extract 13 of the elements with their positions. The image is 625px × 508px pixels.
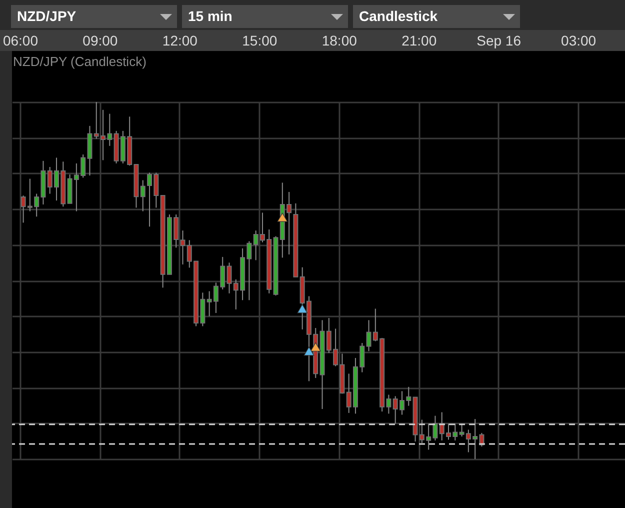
dropdown: 15 min	[182, 5, 348, 28]
dropdown: Candlestick	[353, 5, 520, 28]
x-tick-label: 03:00	[561, 32, 596, 48]
x-tick-label: Sep 16	[476, 32, 522, 48]
candlestick	[140, 180, 146, 212]
x-tick-label: 06:00	[2, 32, 38, 48]
x-tick-label: 21:00	[402, 32, 437, 48]
x-tick-label: 12:00	[162, 32, 198, 48]
x-tick-label: 15:00	[242, 32, 278, 48]
dropdown: NZD/JPY	[11, 5, 177, 28]
chart-title: NZD/JPY (Candlestick)	[13, 54, 146, 69]
x-tick-label: 18:00	[322, 32, 358, 48]
x-tick-label: 09:00	[82, 32, 118, 48]
